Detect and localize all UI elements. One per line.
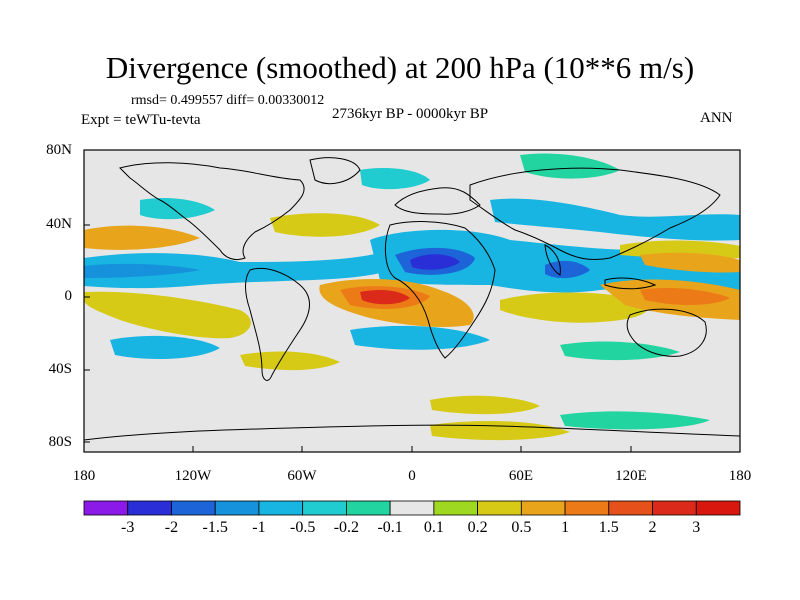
- colorbar-swatch: [608, 500, 653, 516]
- colorbar-swatch: [520, 500, 566, 516]
- coast-indonesia: [604, 277, 657, 290]
- colorbar-swatch: [564, 500, 610, 516]
- colorbar-label: 0.1: [423, 519, 444, 536]
- lat-tick-80s: 80S: [48, 434, 72, 450]
- lon-tick-60w: 60W: [287, 468, 317, 484]
- period-label: 2736kyr BP - 0000kyr BP: [331, 106, 489, 122]
- lon-tick-180w: 180: [72, 468, 96, 484]
- coast-africa: [384, 221, 496, 359]
- experiment-label: Expt = teWTu-tevta: [81, 112, 201, 128]
- colorbar-label: -0.2: [333, 519, 360, 536]
- field-yellow-southern-ocean: [430, 395, 540, 415]
- colorbar-label: -1: [252, 519, 266, 536]
- colorbar-swatch: [652, 500, 697, 516]
- lat-tick-80n: 80N: [46, 142, 72, 158]
- field-blue-core-pacific: [84, 263, 200, 278]
- field-blue-deep-africa: [410, 254, 460, 270]
- field-warm-belt: [84, 291, 251, 339]
- colorbar-label: 0.2: [467, 519, 488, 536]
- lat-tick-40s: 40S: [48, 361, 72, 377]
- coast-greenland: [309, 157, 361, 185]
- field-yellow-pacific-n: [84, 225, 200, 250]
- lon-tick-0: 0: [408, 468, 416, 484]
- tick-marks: [83, 149, 741, 452]
- colorbar-swatch: [389, 500, 435, 516]
- field-blue-north-pacific: [140, 198, 215, 220]
- colorbar-label: 1.5: [598, 519, 619, 536]
- field-warm-pacific-n: [640, 252, 740, 273]
- field-orange-west-pacific: [640, 287, 730, 305]
- field-blue-atlantic-africa: [370, 229, 740, 293]
- colorbar-label: -0.5: [289, 519, 316, 536]
- field-blue-south-atlantic: [350, 325, 490, 350]
- lon-tick-60e: 60E: [508, 468, 534, 484]
- colorbar-label: 1: [561, 519, 570, 536]
- field-blue-indian: [545, 260, 590, 279]
- lat-tick-0: 0: [64, 288, 73, 304]
- coast-australia: [626, 308, 707, 357]
- colorbar-label: 0.5: [511, 519, 532, 536]
- coast-antarctica: [84, 424, 740, 441]
- colorbar-swatch: [214, 500, 260, 516]
- colorbar-swatch: [83, 500, 129, 516]
- coast-south-america: [245, 267, 310, 381]
- colorbar: [83, 500, 741, 516]
- colorbar-swatch: [302, 500, 347, 516]
- coast-asia: [469, 167, 721, 261]
- colorbar-swatch: [477, 500, 522, 516]
- lon-tick-120e: 120E: [615, 468, 647, 484]
- colorbar-label: -3: [121, 519, 135, 536]
- colorbar-label: 2: [648, 519, 657, 536]
- field-green-southern-ocean: [560, 411, 710, 430]
- coast-north-america: [119, 162, 305, 261]
- field-yellow-south-pacific: [240, 351, 340, 371]
- colorbar-swatch: [433, 500, 479, 516]
- coast-india: [544, 244, 561, 276]
- field-red-atlantic: [360, 290, 410, 305]
- colorbar-swatch: [258, 500, 304, 516]
- colorbar-label: -2: [164, 519, 179, 536]
- colorbar-swatch: [345, 500, 391, 516]
- coastlines: [84, 157, 740, 441]
- colorbar-swatch: [695, 500, 741, 516]
- colorbar-swatch: [171, 500, 216, 516]
- coast-europe: [394, 187, 481, 215]
- lon-tick-180e: 180: [728, 468, 752, 484]
- divergence-field: [84, 153, 740, 441]
- field-blue-belt-pacific: [84, 248, 409, 289]
- field-blue-south-pacific: [110, 335, 220, 360]
- stats-text: rmsd= 0.499557 diff= 0.00330012: [131, 93, 325, 108]
- map-title: Divergence (smoothed) at 200 hPa (10**6 …: [105, 50, 695, 85]
- field-green-south-indian: [560, 341, 680, 361]
- field-green-north: [520, 153, 620, 179]
- field-blue-north-atlantic: [360, 168, 430, 190]
- colorbar-label: -0.1: [377, 519, 403, 536]
- colorbar-label: 3: [692, 519, 701, 536]
- lon-tick-120w: 120W: [174, 468, 212, 484]
- colorbar-swatch: [127, 500, 172, 516]
- field-blue-eurasia: [490, 198, 740, 241]
- field-yellow-north-africa: [270, 213, 380, 237]
- season-label: ANN: [700, 110, 733, 126]
- colorbar-label: -1.5: [202, 519, 228, 536]
- field-warm-indian: [500, 292, 648, 323]
- lat-tick-40n: 40N: [46, 216, 72, 232]
